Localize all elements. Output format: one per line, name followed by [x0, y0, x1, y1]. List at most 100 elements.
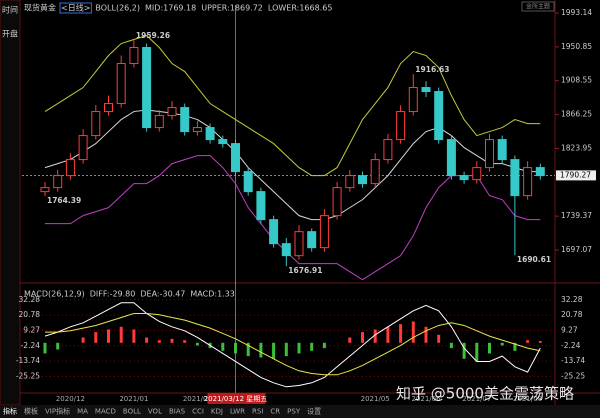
theme-button[interactable] [521, 1, 555, 12]
tab-bar [0, 405, 600, 418]
boll-line [45, 155, 541, 281]
candle-body [269, 219, 279, 245]
candle-body [459, 175, 469, 181]
x-tick-label: 2021/02 [183, 395, 212, 403]
watermark: 知乎 @5000美金震荡策略 [396, 385, 574, 403]
y-tick-label: 1823.95 [561, 143, 592, 152]
tab[interactable]: PSY [287, 408, 301, 416]
header-text: MACD:1.33 [190, 290, 235, 299]
price-annotation: 1764.39 [47, 196, 81, 205]
x-tick-label: 2021/03/12 星期五 [204, 395, 268, 403]
x-tick-label: 2021/05 [361, 395, 390, 403]
macd-line [44, 302, 541, 388]
tab[interactable]: CR [270, 408, 280, 416]
price-annotation: 1676.91 [288, 266, 322, 275]
price-annotation: 1959.26 [136, 31, 170, 40]
x-tick-label: 2021/01 [119, 395, 148, 403]
candle-body [78, 135, 88, 161]
candle-body [472, 167, 482, 181]
y-tick-label: -2.24 [561, 341, 581, 350]
header-text: BOLL(26,2) [95, 4, 140, 13]
candle-body [497, 139, 507, 161]
candle-body [383, 139, 393, 161]
candle-body [358, 175, 367, 185]
y-tick-label: 1950.85 [561, 42, 592, 51]
candle-body [231, 143, 240, 173]
candle-body [116, 63, 126, 105]
tab[interactable]: MACD [95, 408, 116, 416]
y-tick-label-left: 32.28 [19, 295, 41, 304]
tab[interactable]: 模板 [24, 407, 38, 416]
tab[interactable]: 指标 [3, 407, 17, 416]
candle-body [535, 167, 545, 177]
y-tick-label: 9.27 [561, 325, 578, 334]
y-tick-label: 1993.14 [561, 8, 592, 17]
tab[interactable]: VOL [148, 408, 162, 416]
theme-label[interactable]: 金所主题 [526, 3, 550, 11]
x-tick-label: 2021/08 [513, 395, 542, 403]
candle-body [294, 231, 304, 257]
tab[interactable]: VIP指标 [45, 407, 70, 416]
candle-body [510, 159, 520, 197]
candle-body [129, 47, 139, 65]
candle-body [408, 87, 418, 113]
candle-body [104, 103, 113, 113]
period-box [59, 2, 92, 14]
header-text: DEA:-30.47 [140, 290, 185, 299]
y-tick-label: 1866.25 [561, 110, 592, 119]
tab[interactable]: CCI [192, 408, 204, 416]
candle-body [446, 139, 456, 177]
y-tick-label-left: 9.27 [23, 325, 40, 334]
candle-body [370, 159, 380, 185]
macd-line [45, 312, 541, 376]
price-annotation: 1916.63 [415, 65, 449, 74]
y-tick-label-left: -13.74 [16, 356, 40, 365]
tab[interactable]: KDJ [211, 408, 223, 416]
y-tick-label-left: 20.78 [19, 310, 41, 319]
tab[interactable]: MA [77, 408, 88, 416]
cursor-date-box [207, 393, 266, 404]
candle-body [53, 175, 63, 189]
tab[interactable]: BOLL [123, 408, 141, 416]
y-tick-label: 1908.55 [561, 76, 592, 85]
sidebar-item: 开盘 [2, 29, 18, 39]
current-price-label: 1790.27 [560, 170, 591, 179]
candle-body [281, 243, 291, 257]
candle-body [307, 231, 317, 249]
y-tick-label: 1739.37 [561, 211, 592, 220]
x-tick-label: 2021/07 [462, 395, 491, 403]
y-tick-label-left: -25.25 [16, 371, 40, 380]
candle-body [154, 115, 164, 129]
candle-body [256, 191, 266, 221]
boll-line [44, 34, 541, 177]
candle-body [485, 139, 494, 169]
candle-body [345, 175, 355, 189]
y-tick-label: -13.74 [561, 356, 585, 365]
header-text: LOWER:1668.65 [268, 4, 333, 13]
header-text: DIFF:-29.80 [90, 290, 136, 299]
header-text: MID:1769.18 [145, 4, 196, 13]
candle-body [180, 107, 190, 133]
tab[interactable]: BIAS [169, 408, 186, 416]
header-text: MACD(26,12,9) [24, 290, 85, 299]
y-tick-label: 20.78 [561, 310, 583, 319]
y-tick-label: 1697.07 [561, 245, 592, 254]
candle-body [434, 91, 444, 141]
y-tick-label-left: -2.24 [21, 341, 41, 350]
candle-body [65, 159, 75, 177]
candle-body [192, 127, 202, 133]
sidebar-item: 时间 [2, 5, 18, 15]
tab[interactable]: RSI [252, 408, 263, 416]
tab[interactable]: LWR [230, 408, 245, 416]
candle-body [319, 215, 329, 249]
tab[interactable]: 设置 [307, 407, 321, 416]
header-text: 现货黄金 [24, 3, 56, 13]
boll-line [44, 109, 541, 221]
x-tick-label: 2021/06 [411, 395, 441, 403]
candle-body [142, 47, 152, 129]
candle-body [205, 127, 215, 141]
price-annotation: 1690.61 [517, 255, 551, 264]
candle-body [91, 111, 101, 137]
current-price-box [556, 170, 596, 181]
